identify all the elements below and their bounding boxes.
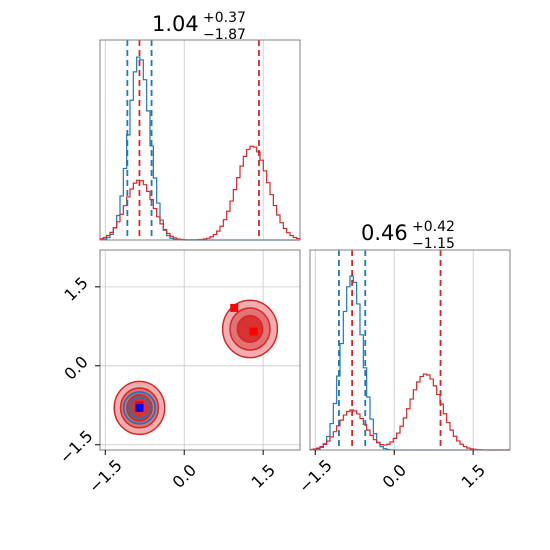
title-param1: 1.04 +0.37 −1.87 xyxy=(152,10,246,43)
histogram-param2 xyxy=(309,249,511,451)
red-marker-2 xyxy=(249,327,258,336)
joint-ytick-label-0: −1.5 xyxy=(56,426,97,467)
title-param2-plus: +0.42 xyxy=(412,219,455,235)
joint-ytick-label-1: 0.0 xyxy=(60,352,91,383)
cluster-0-blue-contour-0 xyxy=(122,391,157,425)
red-marker-1 xyxy=(230,303,239,312)
param1-red-histogram xyxy=(99,145,301,241)
param2-red-histogram xyxy=(309,373,510,451)
blue-marker-0 xyxy=(135,403,144,412)
title-param1-minus: −1.87 xyxy=(203,27,246,43)
param2-xtick-label-2: 1.5 xyxy=(458,460,489,491)
param2-xtick-label-0: −1.5 xyxy=(295,456,336,497)
joint-ytick-label-2: 1.5 xyxy=(60,273,91,304)
title-param2: 0.46 +0.42 −1.15 xyxy=(361,219,455,252)
histogram-param1 xyxy=(99,39,301,241)
title-param1-plus: +0.37 xyxy=(203,10,246,26)
joint-frame xyxy=(99,249,301,451)
joint-xtick-label-1: 0.0 xyxy=(169,460,200,491)
param2-frame xyxy=(309,249,511,451)
title-param2-minus: −1.15 xyxy=(412,236,455,252)
joint-xtick-label-2: 1.5 xyxy=(248,460,279,491)
param1-blue-histogram xyxy=(99,56,300,241)
param2-xtick-label-1: 0.0 xyxy=(379,460,410,491)
param1-frame xyxy=(99,39,301,241)
joint-xtick-label-0: −1.5 xyxy=(85,456,126,497)
tick-labels: −1.5−1.5−1.50.00.00.01.51.51.5 xyxy=(56,273,489,496)
cluster-0-blue-contour-1 xyxy=(127,396,151,420)
joint-density-panel xyxy=(99,249,301,451)
title-param2-value: 0.46 xyxy=(361,221,408,245)
title-param1-value: 1.04 xyxy=(152,12,199,36)
